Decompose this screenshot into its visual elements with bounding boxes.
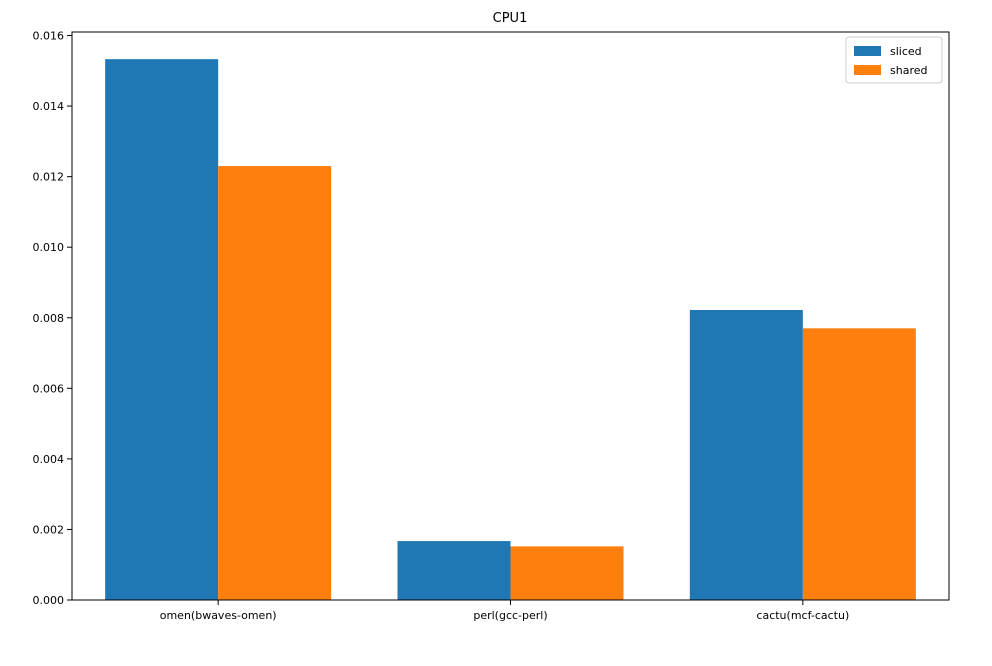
y-tick-label: 0.000 [33, 594, 65, 607]
bar-shared-0 [218, 166, 332, 600]
legend-label-sliced: sliced [890, 45, 922, 58]
y-tick-label: 0.014 [33, 100, 65, 113]
bar-sliced-0 [105, 59, 219, 600]
legend-swatch-sliced [854, 46, 881, 56]
bars-group [105, 59, 916, 600]
y-tick-label: 0.016 [33, 30, 65, 43]
legend-swatch-shared [854, 65, 881, 75]
y-tick-label: 0.010 [33, 241, 65, 254]
bar-shared-2 [802, 328, 916, 600]
y-tick-label: 0.006 [33, 382, 65, 395]
y-tick-label: 0.002 [33, 523, 65, 536]
y-tick-label: 0.004 [33, 453, 65, 466]
chart-title: CPU1 [493, 11, 528, 26]
legend: sliced shared [845, 36, 943, 84]
bar-shared-1 [510, 546, 624, 600]
plot-frame [71, 31, 950, 601]
x-tick-label: perl(gcc-perl) [473, 609, 547, 622]
bar-sliced-2 [689, 310, 803, 600]
x-tick-label: omen(bwaves-omen) [160, 609, 277, 622]
x-axis: omen(bwaves-omen) perl(gcc-perl) cactu(mcf… [160, 600, 849, 622]
legend-label-shared: shared [890, 64, 927, 77]
bar-sliced-1 [397, 541, 511, 600]
x-tick-label: cactu(mcf-cactu) [756, 609, 849, 622]
y-tick-label: 0.008 [33, 312, 65, 325]
y-axis: 0.000 0.002 0.004 0.006 0.008 0.010 0.012 0.014… [33, 30, 72, 607]
y-tick-label: 0.012 [33, 171, 65, 184]
